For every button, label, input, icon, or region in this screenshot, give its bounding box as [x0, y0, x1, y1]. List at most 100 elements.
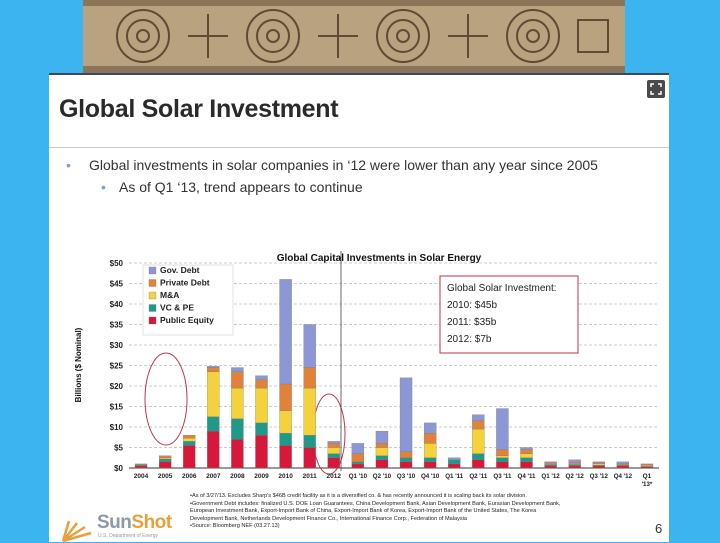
x-tick-label: 2008	[230, 473, 245, 480]
bar-segment	[400, 378, 412, 452]
bar-segment	[617, 466, 629, 468]
bar-segment	[641, 467, 653, 468]
highlight-circle-2004-2006	[145, 353, 187, 445]
bar-segment	[593, 464, 605, 465]
expand-icon	[647, 80, 665, 98]
x-tick-label: Q3 '10	[397, 473, 416, 480]
chart-title: Global Capital Investments in Solar Ener…	[277, 253, 482, 264]
y-tick-label: $20	[110, 382, 124, 391]
bar-segment	[159, 458, 171, 459]
bar-segment	[376, 460, 388, 468]
logo-part-a: Sun	[97, 512, 131, 533]
bar-segment	[593, 462, 605, 463]
x-tick-label: 2004	[134, 473, 149, 480]
x-tick-label: Q4 '10	[421, 473, 440, 480]
bar-segment	[255, 423, 267, 435]
y-tick-label: $10	[110, 423, 124, 432]
bar-segment	[231, 439, 243, 468]
bar-segment	[183, 445, 195, 468]
y-tick-label: $40	[110, 300, 124, 309]
bar-segment	[231, 419, 243, 440]
footnote-line: •Government Debt includes: finalized U.S…	[190, 501, 665, 509]
footnote-line: •As of 3/27/13. Excludes Sharp's $46B cr…	[190, 493, 665, 501]
bar-segment	[207, 366, 219, 367]
bar-segment	[593, 466, 605, 468]
y-tick-label: $50	[110, 259, 124, 268]
bar-segment	[496, 456, 508, 458]
bar-segment	[255, 376, 267, 380]
legend-label: Private Debt	[160, 278, 210, 288]
bar-segment	[352, 464, 364, 468]
bar-segment	[472, 415, 484, 421]
bar-segment	[183, 441, 195, 445]
bar-segment	[280, 279, 292, 384]
bar-segment	[376, 448, 388, 456]
bar-segment	[255, 388, 267, 423]
x-tick-label: Q4 '11	[518, 473, 537, 480]
bar-segment	[424, 443, 436, 457]
bar-segment	[376, 443, 388, 447]
logo-wordmark: SunShot	[97, 512, 172, 534]
bar-segment	[569, 460, 581, 463]
bar-segment	[207, 372, 219, 417]
bar-segment	[280, 445, 292, 468]
bar-segment	[545, 466, 557, 468]
bar-segment	[328, 443, 340, 447]
x-tick-label: 2009	[254, 473, 269, 480]
bar-segment	[183, 435, 195, 438]
bar-segment	[424, 433, 436, 443]
expand-button[interactable]	[647, 80, 665, 98]
bar-segment	[448, 458, 460, 460]
callout-line-2010: 2010: $45b	[447, 300, 497, 311]
bar-segment	[135, 464, 147, 465]
x-tick-label: 2005	[158, 473, 173, 480]
slide: Global Solar Investment • Global investm…	[49, 73, 669, 542]
page-number: 6	[655, 521, 662, 536]
bar-segment	[424, 423, 436, 433]
bar-segment	[424, 462, 436, 468]
bar-segment	[400, 458, 412, 462]
bar-segment	[376, 456, 388, 460]
bar-segment	[569, 465, 581, 466]
bar-segment	[520, 458, 532, 462]
x-tick-label: Q3 '12	[590, 473, 609, 480]
x-tick-label: Q1 '10	[349, 473, 368, 480]
bar-segment	[545, 462, 557, 463]
bar-segment	[352, 462, 364, 464]
bar-segment	[304, 325, 316, 368]
callout-line-2012: 2012: $7b	[447, 334, 492, 345]
legend-swatch	[149, 292, 156, 299]
footnotes: •As of 3/27/13. Excludes Sharp's $46B cr…	[190, 493, 665, 531]
y-tick-label: $25	[110, 362, 124, 371]
bar-segment	[545, 463, 557, 465]
x-tick-label: Q2 '11	[469, 473, 488, 480]
bar-segment	[472, 454, 484, 460]
x-tick-label: Q2 '12	[566, 473, 585, 480]
bar-segment	[328, 448, 340, 454]
bar-segment	[400, 452, 412, 458]
bar-segment	[352, 454, 364, 462]
bar-segment	[448, 464, 460, 468]
x-tick-label: Q2 '10	[373, 473, 392, 480]
footnote-line: Development Bank, Netherlands Developmen…	[190, 516, 665, 524]
bar-segment	[617, 462, 629, 464]
bar-segment	[520, 450, 532, 454]
legend-label: VC & PE	[160, 303, 194, 313]
bar-segment	[641, 465, 653, 466]
ornament-pattern	[83, 0, 625, 74]
y-tick-label: $5	[114, 444, 123, 453]
legend-label: Public Equity	[160, 315, 214, 325]
y-tick-label: $15	[110, 403, 124, 412]
callout-box: Global Solar Investment: 2010: $45b 2011…	[440, 276, 578, 353]
bar-segment	[280, 433, 292, 445]
bar-segment	[472, 429, 484, 454]
bar-segment	[352, 443, 364, 453]
y-axis-label: Billions ($ Nominal)	[74, 327, 83, 402]
bar-segment	[496, 462, 508, 468]
solar-investment-chart: Global Capital Investments in Solar Ener…	[49, 75, 669, 542]
legend-swatch	[149, 305, 156, 312]
legend-label: Gov. Debt	[160, 265, 200, 275]
bar-segment	[593, 463, 605, 464]
bar-segment	[569, 463, 581, 465]
bar-segment	[376, 431, 388, 443]
